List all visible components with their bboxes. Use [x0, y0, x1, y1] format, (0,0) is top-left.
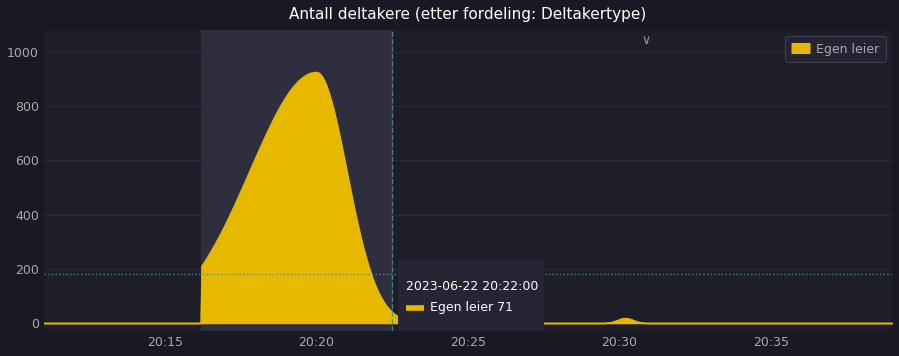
Bar [201, 30, 392, 331]
Text: ∨: ∨ [642, 34, 651, 47]
Title: Antall deltakere (etter fordeling: Deltakertype): Antall deltakere (etter fordeling: Delta… [289, 7, 646, 22]
Legend: Egen leier: Egen leier [785, 36, 886, 62]
Text: 2023-06-22 20:22:00: 2023-06-22 20:22:00 [405, 281, 539, 293]
Text: Egen leier 71: Egen leier 71 [430, 301, 513, 314]
FancyBboxPatch shape [398, 260, 544, 331]
